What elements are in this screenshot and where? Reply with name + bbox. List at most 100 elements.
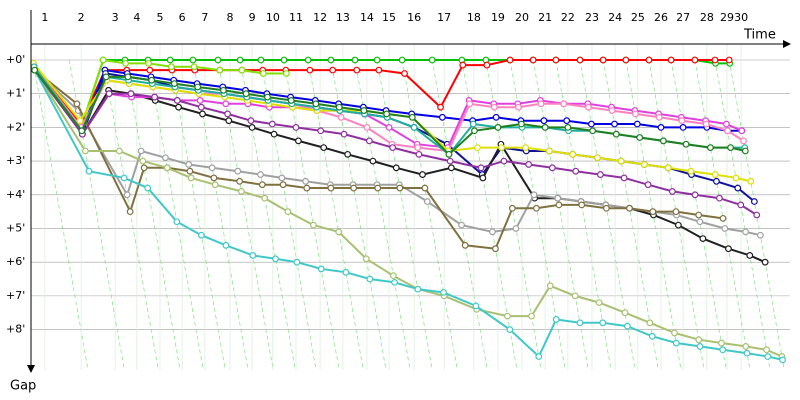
data-point [588, 120, 595, 128]
data-point [682, 140, 690, 148]
data-point [508, 204, 516, 212]
data-point [611, 120, 618, 128]
data-point [137, 147, 145, 155]
data-point [594, 154, 601, 162]
data-point [741, 147, 749, 155]
data-point [595, 299, 603, 307]
data-point [664, 164, 672, 172]
data-point [392, 164, 400, 172]
data-point [674, 221, 682, 229]
data-point [414, 285, 422, 293]
data-point [140, 164, 148, 172]
data-point [761, 258, 769, 266]
data-point [214, 56, 222, 64]
lap-diagonal [555, 59, 612, 371]
data-point [428, 56, 436, 64]
data-point [81, 147, 89, 155]
data-point [545, 147, 553, 155]
data-point [148, 76, 156, 84]
y-tick-label: +6' [6, 255, 25, 268]
data-point [258, 181, 266, 189]
data-point [746, 252, 754, 259]
data-point [284, 208, 292, 216]
data-point [721, 225, 729, 232]
data-point [742, 343, 750, 350]
data-point [369, 157, 377, 165]
lap-diagonal [431, 59, 488, 371]
x-tick-label: 26 [654, 11, 668, 24]
x-tick-label: 7 [201, 11, 208, 24]
data-point [189, 56, 197, 64]
data-point [287, 97, 295, 104]
lap-diagonal [32, 59, 89, 371]
data-point [560, 100, 568, 108]
data-point [257, 56, 265, 64]
series-line [33, 69, 783, 358]
data-point [472, 302, 480, 310]
data-point [644, 181, 652, 189]
data-point [185, 161, 193, 168]
data-point [734, 184, 742, 192]
x-tick-label: 28 [700, 11, 714, 24]
x-tick-label: 29 [720, 11, 734, 24]
data-point [237, 188, 245, 195]
data-point [337, 113, 345, 121]
lap-diagonal [532, 59, 589, 371]
data-point [124, 73, 132, 81]
data-point [687, 167, 695, 175]
data-point [719, 346, 727, 354]
data-point [166, 56, 174, 64]
data-point [506, 56, 514, 64]
x-tick-label: 13 [336, 11, 350, 24]
data-point [163, 164, 171, 172]
data-point [234, 167, 242, 175]
data-point [366, 275, 374, 283]
data-point [483, 61, 491, 69]
data-point [589, 127, 596, 135]
data-point [236, 177, 243, 185]
data-point [120, 174, 128, 182]
data-point [571, 292, 579, 300]
data-point [208, 164, 216, 172]
data-point [756, 231, 764, 239]
data-point [569, 150, 577, 158]
data-point [236, 56, 244, 64]
data-point [360, 107, 368, 114]
y-tick-label: +5' [6, 221, 25, 234]
data-point [219, 86, 227, 94]
data-point [144, 184, 152, 192]
data-point [278, 174, 286, 182]
lap-diagonal [169, 59, 226, 371]
x-tick-label: 11 [289, 11, 303, 24]
series-line [33, 59, 730, 126]
data-point [320, 144, 328, 152]
y-axis-label: Gap [10, 379, 36, 394]
data-point [645, 56, 653, 64]
data-point [145, 59, 153, 67]
x-tick-label: 22 [561, 11, 575, 24]
series-line [33, 69, 758, 216]
data-point [479, 174, 487, 182]
data-point [603, 204, 610, 212]
x-tick-label: 25 [631, 11, 645, 24]
x-axis-label: Time [743, 28, 776, 43]
data-point [711, 171, 719, 178]
data-point [306, 66, 314, 74]
data-point [779, 356, 786, 364]
data-point [197, 231, 205, 239]
data-point [216, 66, 224, 74]
data-point [646, 319, 654, 327]
x-tick-label: 27 [676, 11, 690, 24]
data-point [648, 332, 656, 340]
data-point [599, 56, 607, 64]
data-point [294, 137, 302, 145]
data-point [617, 157, 625, 165]
data-point [716, 194, 723, 202]
data-point [471, 127, 478, 135]
y-tick-label: +7' [6, 289, 25, 302]
data-point [552, 56, 560, 64]
data-point [139, 157, 147, 165]
data-point [563, 117, 571, 125]
data-point [447, 164, 455, 172]
data-point [724, 127, 731, 135]
